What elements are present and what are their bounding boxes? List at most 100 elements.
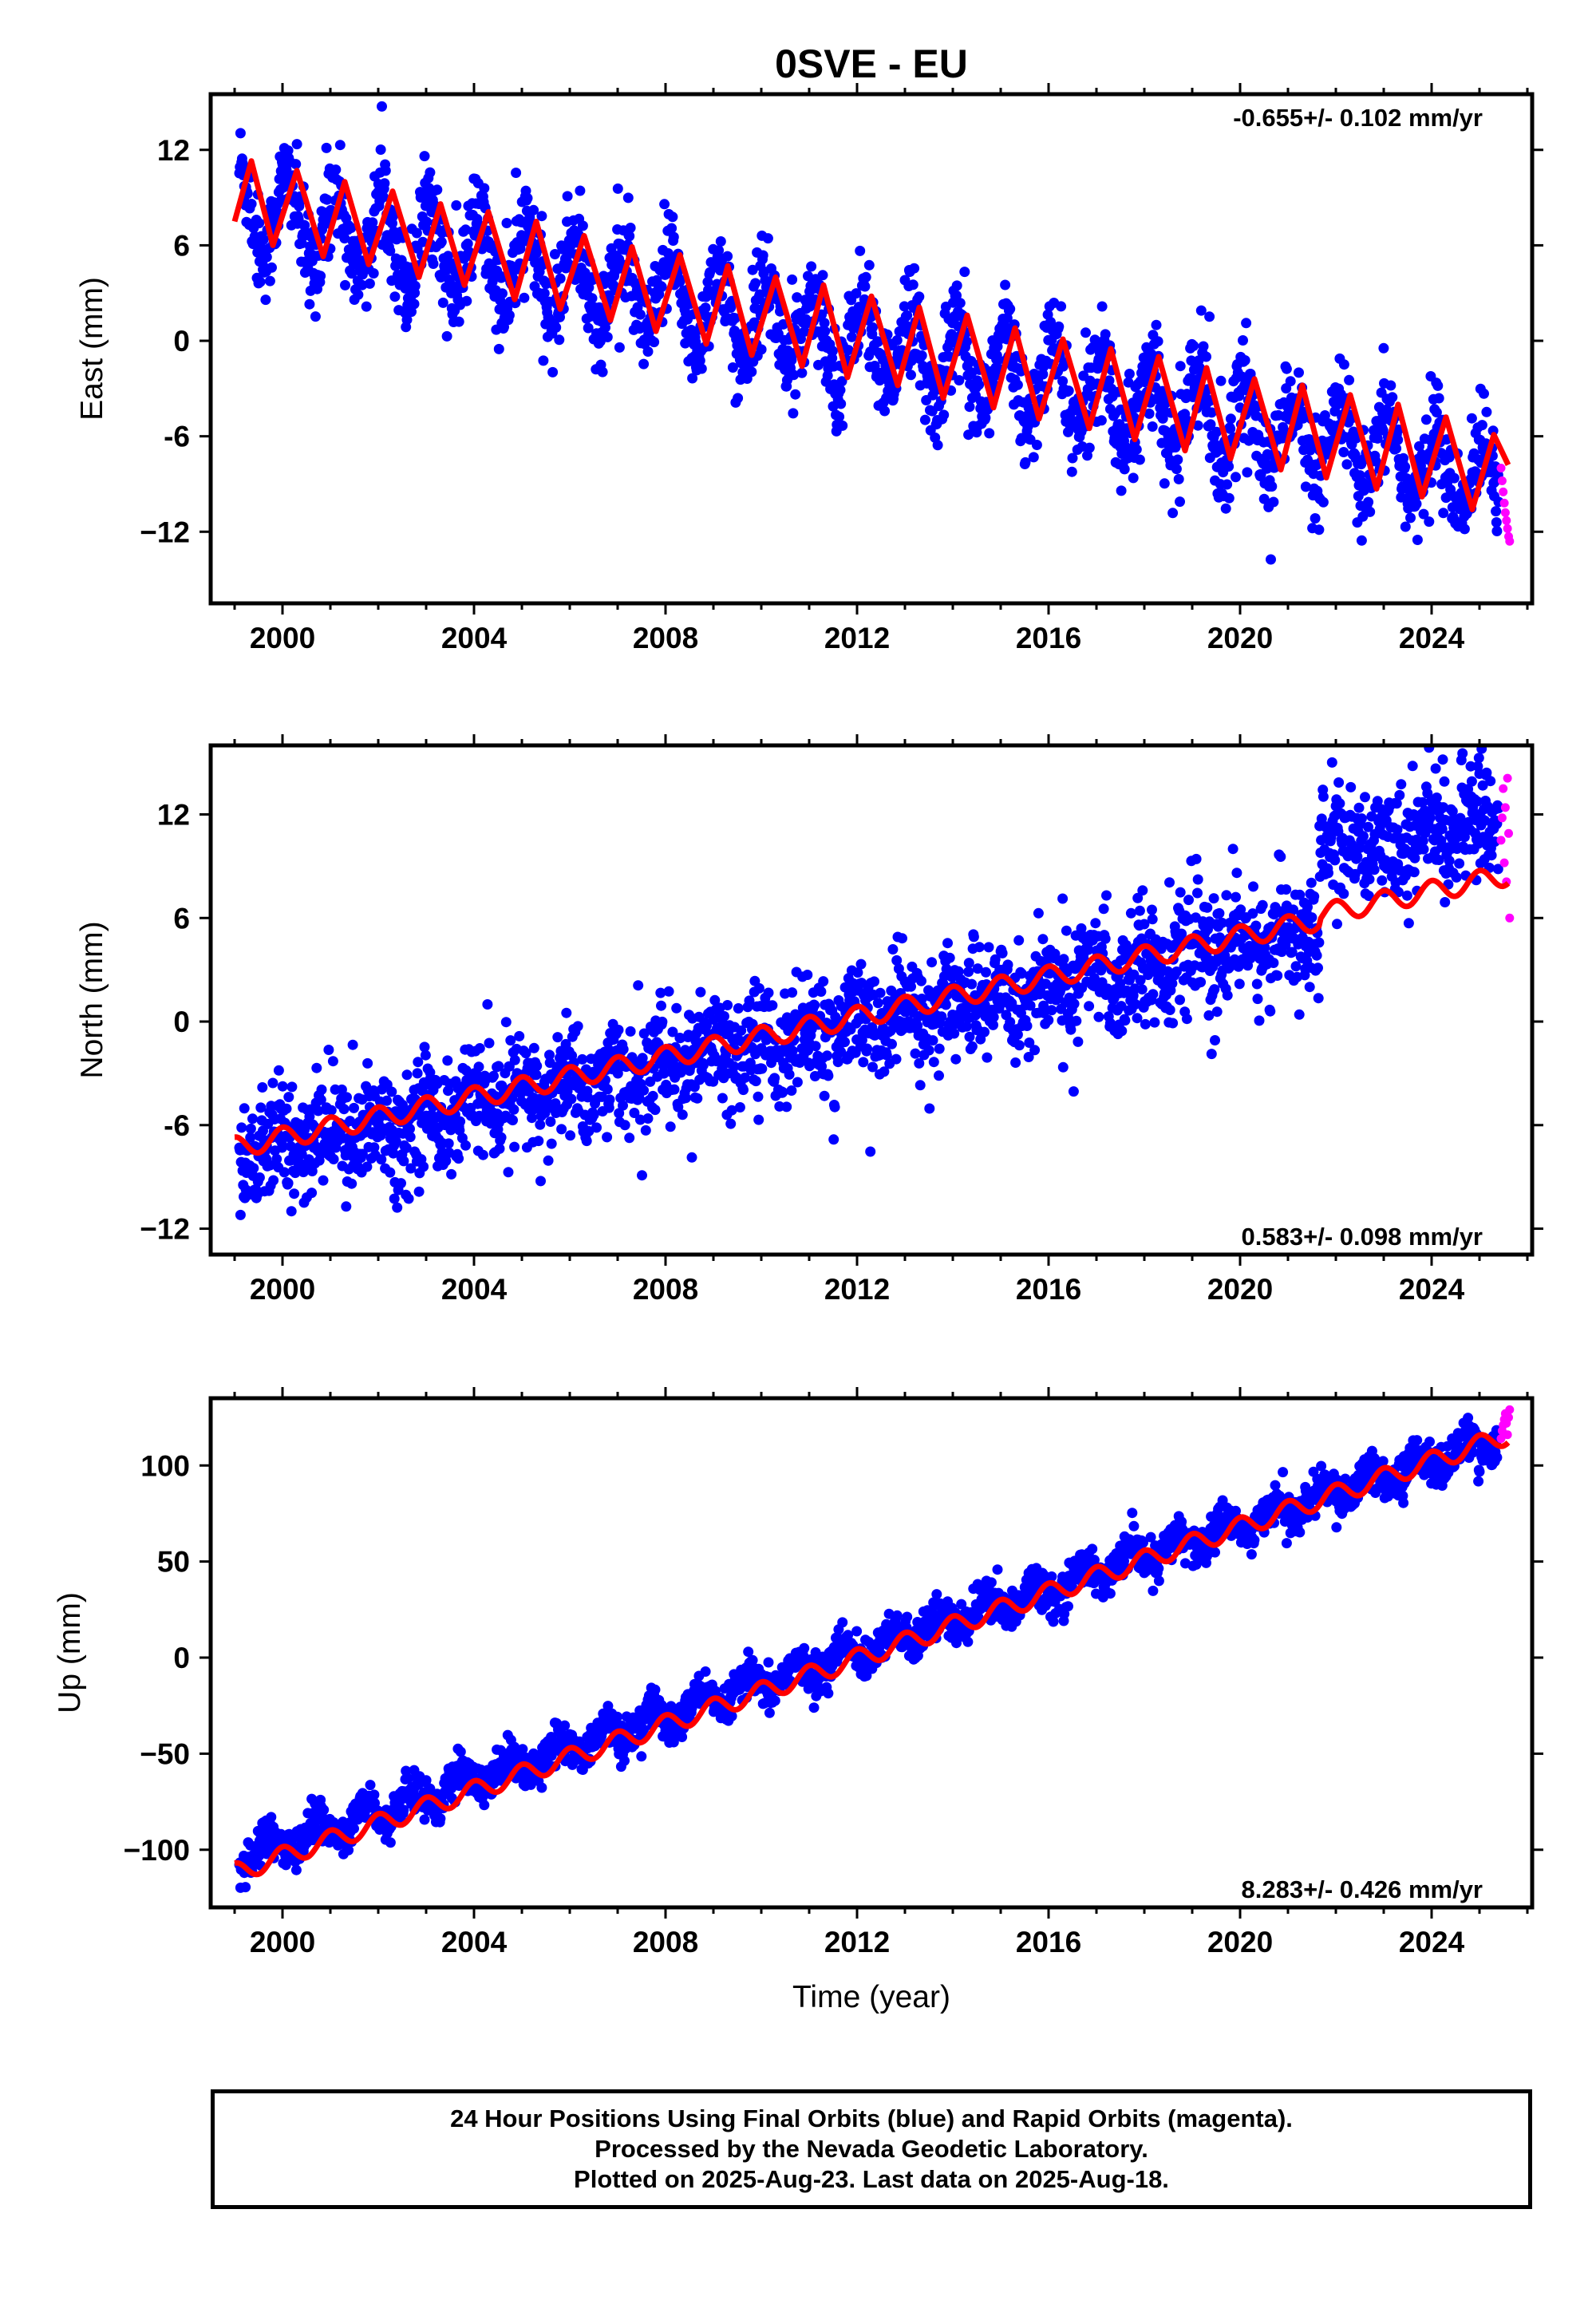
north-final-point (1073, 1036, 1084, 1047)
north-final-point (1439, 776, 1450, 787)
north-final-point (725, 1118, 737, 1129)
north-final-point (539, 1108, 551, 1118)
north-final-point (1472, 796, 1483, 807)
north-final-point (928, 1057, 939, 1068)
east-final-point (747, 264, 758, 275)
north-final-point (1221, 890, 1232, 901)
east-final-point (1416, 460, 1426, 472)
east-final-point (421, 216, 433, 227)
north-final-point (767, 1000, 778, 1011)
north-final-point (1140, 1018, 1151, 1030)
north-final-point (257, 1082, 268, 1093)
north-final-point (729, 1061, 740, 1072)
north-final-point (1486, 850, 1497, 861)
north-final-point (405, 1124, 415, 1134)
north-final-point (1071, 1015, 1082, 1026)
north-final-point (290, 1168, 301, 1179)
north-final-point (1025, 1000, 1036, 1011)
north-final-point (1311, 950, 1322, 961)
east-final-point (757, 250, 768, 261)
east-final-point (1300, 481, 1311, 492)
east-final-point (1479, 388, 1489, 399)
north-final-point (1192, 874, 1203, 885)
east-final-point (419, 151, 430, 162)
east-final-point (851, 288, 862, 299)
east-final-point (722, 251, 733, 262)
east-final-point (1084, 442, 1095, 453)
north-final-point (875, 987, 886, 998)
east-final-point (1080, 327, 1091, 338)
north-final-point (405, 1163, 417, 1174)
east-final-point (656, 282, 667, 292)
north-final-point (637, 1053, 648, 1064)
north-final-point (1323, 868, 1333, 879)
north-final-point (255, 1102, 267, 1113)
east-final-point (1104, 375, 1115, 386)
east-final-point (1481, 406, 1492, 417)
east-final-point (666, 223, 678, 234)
north-final-point (453, 1153, 464, 1164)
north-final-point (673, 1101, 684, 1113)
east-final-point (1031, 440, 1042, 450)
north-final-point (753, 1114, 764, 1125)
north-final-point (488, 1070, 499, 1081)
east-final-point (462, 238, 473, 249)
north-final-point (979, 1026, 990, 1037)
east-final-point (667, 211, 678, 223)
north-final-point (572, 1021, 583, 1032)
north-final-point (236, 1122, 247, 1133)
north-final-point (535, 1119, 546, 1130)
north-final-point (1418, 844, 1429, 855)
east-x-tick-label: 2008 (633, 622, 698, 654)
east-final-point (1096, 301, 1108, 312)
east-x-tick-label: 2012 (824, 622, 890, 654)
north-final-point (763, 987, 774, 998)
north-final-point (493, 1061, 504, 1072)
north-final-point (753, 982, 764, 994)
east-rapid-point (1503, 524, 1512, 533)
north-final-point (1459, 832, 1470, 843)
north-final-point (484, 1037, 495, 1049)
north-final-point (1024, 1037, 1035, 1048)
east-final-point (1012, 379, 1023, 390)
north-final-point (1195, 977, 1207, 988)
north-final-point (247, 1113, 258, 1124)
north-final-point (1250, 920, 1262, 931)
north-final-point (496, 1132, 507, 1143)
east-final-point (715, 236, 726, 247)
north-final-point (675, 1033, 685, 1044)
north-final-point (881, 1049, 892, 1061)
east-final-point (436, 236, 447, 247)
north-final-point (1352, 851, 1363, 862)
north-final-point (1216, 917, 1227, 928)
east-final-point (1188, 340, 1199, 351)
east-final-point (938, 409, 950, 421)
east-final-point (1266, 554, 1276, 565)
east-final-point (649, 337, 660, 348)
east-final-point (1420, 414, 1432, 425)
east-final-point (583, 282, 595, 293)
east-final-point (1151, 319, 1162, 330)
north-final-point (839, 1037, 850, 1048)
east-final-point (964, 401, 975, 413)
east-final-point (260, 294, 271, 306)
north-final-point (528, 1042, 539, 1053)
east-final-point (353, 289, 364, 300)
east-y-tick-label: 6 (173, 229, 190, 262)
north-final-point (1029, 1045, 1041, 1056)
east-final-point (1396, 492, 1407, 503)
north-final-point (338, 1104, 350, 1115)
east-final-point (1285, 376, 1296, 387)
east-final-point (380, 165, 391, 176)
north-final-point (1013, 1040, 1025, 1051)
north-final-point (963, 966, 974, 978)
north-final-point (604, 1094, 615, 1105)
east-final-point (1020, 456, 1031, 468)
east-final-point (1400, 461, 1411, 472)
north-final-point (286, 1206, 297, 1217)
north-final-point (1477, 780, 1488, 791)
north-final-point (341, 1201, 352, 1212)
north-final-point (750, 1076, 761, 1087)
north-final-point (1130, 998, 1141, 1010)
